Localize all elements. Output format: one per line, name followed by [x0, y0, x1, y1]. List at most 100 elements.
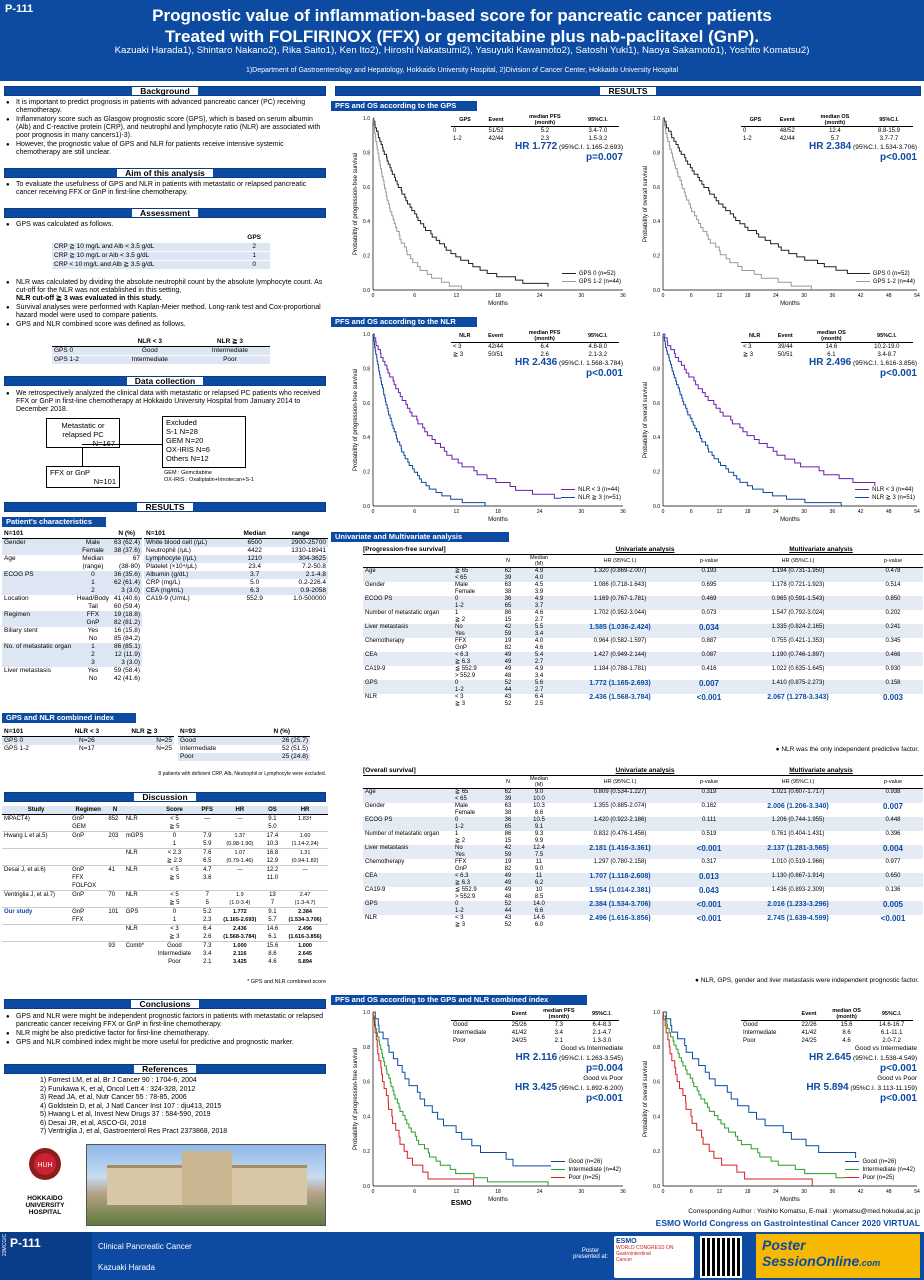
- x-tick-label: 18: [745, 1189, 751, 1195]
- patient-chars-table-right: N=101 Median range White blood cell (/μL) 65…: [144, 530, 328, 603]
- x-tick-label: 24: [773, 1189, 779, 1195]
- table-cell: 304-3625: [273, 555, 328, 563]
- table-cell: <0.001: [696, 693, 722, 702]
- references-list: 1) Forrest LM, et al, Br J Cancer 90 : 1…: [40, 1077, 326, 1137]
- table-header: median PFS (month): [512, 330, 577, 343]
- table-cell: —: [216, 814, 263, 832]
- left-column: Background It is important to predict pr…: [0, 84, 330, 1230]
- section-data-collection: Data collection: [4, 376, 326, 386]
- x-tick-label: 36: [830, 509, 836, 515]
- x-tick-label: 6: [690, 293, 693, 299]
- table-cell: Desai J, et al.6): [2, 865, 71, 891]
- table-cell: 63 38: [504, 803, 512, 816]
- table-cell: No Yes: [453, 845, 493, 859]
- x-tick-label: 0: [372, 1189, 375, 1195]
- section-conclusions: Conclusions: [4, 999, 326, 1009]
- table-row: GPS Event median OS (month) 95%C.I.: [741, 114, 913, 127]
- table-row: GPS 0 N=26 N=25: [2, 736, 174, 745]
- flow-note: GEM : Gemcitabine OX-IRIS : Oxaliplatin+…: [164, 470, 254, 483]
- x-tick-label: 42: [858, 293, 864, 299]
- x-tick-label: 30: [801, 509, 807, 515]
- combined-score-definition: NLR < 3 NLR ≧ 3 GPS 0 Good Intermediate GPS 1…: [52, 338, 270, 364]
- table-cell: 1210: [236, 555, 274, 563]
- table-cell: 1.772 (1.165-2.693): [216, 907, 263, 925]
- table-cell: 0.317: [701, 859, 717, 865]
- table-row: CA19-9 ≦ 552.9 > 552.9 49 48 4.9 3.4 1.184 (…: [363, 666, 923, 680]
- table-row: GPS Event median PFS (month) 95%C.I.: [451, 114, 619, 127]
- postersessiononline-logo: Poster SessionOnline.com: [756, 1234, 920, 1278]
- table-cell: 62 39: [493, 788, 523, 803]
- table-cell: 12.4 7.5: [523, 845, 555, 859]
- table-cell: 3.4: [554, 1030, 564, 1036]
- poster-number: P-111: [5, 3, 34, 15]
- y-tick-label: 0.0: [653, 288, 660, 294]
- hr-line: HR 2.645 (95%C.I. 1.538-4.549): [806, 1053, 917, 1063]
- p-value: p=0.004: [586, 1063, 623, 1074]
- legend-item: GPS 0 (n=52): [855, 270, 915, 278]
- table-cell: 7.9 5.9: [197, 831, 217, 849]
- table-cell: 1.130 (0.667-1.914): [733, 873, 863, 887]
- table-header: 95%C.I.: [576, 114, 619, 127]
- gps-definition-table: GPS CRP ≧ 10 mg/L and Alb < 3.5 g/dL 2 CRP …: [52, 234, 270, 269]
- x-tick-label: 0: [662, 1189, 665, 1195]
- table-cell: NLR: [123, 890, 152, 908]
- flow-box-excluded: Excluded S-1 N=28 GEM N=20 OX-IRIS N=6 Other…: [162, 416, 246, 468]
- table-row: Good 22/26 15.6 14.6-16.7: [741, 1021, 913, 1030]
- table-header: N: [106, 806, 124, 815]
- hr-ci: (95%C.I. 1.263-3.545): [557, 1055, 623, 1062]
- table-cell: 5.6 2.7: [523, 680, 555, 694]
- table-cell: < 6.3 ≧ 6.3: [453, 652, 493, 666]
- table-cell: Age: [363, 788, 453, 803]
- table-cell: GPS 1-2: [4, 745, 29, 752]
- table-cell: 1.436 (0.893-2.309): [771, 887, 825, 893]
- table-cell: Yes No: [87, 627, 99, 642]
- table-cell: Intermediate: [453, 1030, 487, 1036]
- table-cell: GPS: [363, 680, 453, 694]
- aim-list: To evaluate the usefulness of GPS and NL…: [4, 181, 324, 198]
- x-tick-label: 36: [620, 293, 626, 299]
- table-cell: 1310-18941: [291, 547, 326, 554]
- table-cell: 1.000 2.116 3.425: [216, 941, 263, 966]
- table-cell: 0 1: [151, 831, 198, 849]
- hr-line: HR 1.772 (95%C.I. 1.165-2.693): [515, 142, 623, 152]
- table-row: Poor 24/25 2.1 1.3-3.0: [451, 1037, 619, 1045]
- table-row: N=101 Median range: [144, 530, 328, 539]
- table-row: Good 25/26 7.3 6.4-8.3: [451, 1021, 619, 1030]
- table-cell: 2.384 (1.534-3.706): [282, 907, 328, 925]
- hr-comparison: Good vs Intermediate: [560, 1045, 623, 1052]
- qr-code-icon: [700, 1236, 742, 1278]
- table-row: ECOG PS 0 1-2 36 65 4.9 3.7 1.169 (0.767-1.7…: [363, 596, 923, 610]
- x-tick-label: 36: [830, 1189, 836, 1195]
- table-cell: 2: [238, 242, 270, 252]
- background-item: However, the prognostic value of GPS and…: [4, 141, 324, 157]
- table-header: p-value: [863, 554, 923, 568]
- hr-value: HR 2.384: [808, 141, 852, 152]
- table-cell: Poor: [178, 753, 254, 761]
- legend-label: NLR < 3 (n=44): [872, 487, 914, 493]
- table-cell: 36 65: [493, 596, 523, 610]
- section-assessment: Assessment: [4, 208, 326, 218]
- x-tick-label: 54: [914, 1189, 920, 1195]
- table-cell: No. of metastatic organ: [2, 643, 75, 667]
- table-row: No. of metastatic organ 1 2 3 86 (85.1) 12…: [2, 643, 142, 667]
- x-tick-label: 6: [690, 509, 693, 515]
- table-header: HR (95%C.I.): [555, 775, 685, 789]
- table-cell: < 3 ≧ 3: [151, 924, 198, 942]
- table-cell: 6.4 2.5: [534, 694, 544, 707]
- km-svg: 0.0 0.2 0.4 0.6 0.8 1.0 0 6 12 18 24 30 36 42 48 54 Mont…: [643, 116, 920, 307]
- table-cell: 1.585 (1.036-2.424): [555, 624, 685, 638]
- y-tick-label: 0.6: [653, 185, 660, 191]
- table-row: N=93 N (%): [178, 728, 310, 737]
- section-results-left: RESULTS: [4, 502, 326, 512]
- legend-item: NLR ≧ 3 (n=51): [561, 494, 621, 502]
- table-cell: Poor: [743, 1038, 756, 1044]
- table-header: [451, 1008, 506, 1021]
- table-cell: 0.448: [863, 817, 923, 831]
- flowchart: Metastatic or relapsed PCN=167 ExcludedS…: [0, 414, 330, 498]
- km-chart-nlr-pfs: 0.0 0.2 0.4 0.6 0.8 1.0 0 6 12 18 24 30 36 Months Prob…: [351, 330, 629, 528]
- table-header: p-value: [685, 775, 733, 789]
- legend-swatch: [551, 1160, 566, 1162]
- table-cell: 0.043: [698, 886, 720, 895]
- table-cell: 52 (51.5): [281, 745, 308, 752]
- hr-line: HR 5.894 (95%C.I. 3.113-11.159): [806, 1083, 917, 1093]
